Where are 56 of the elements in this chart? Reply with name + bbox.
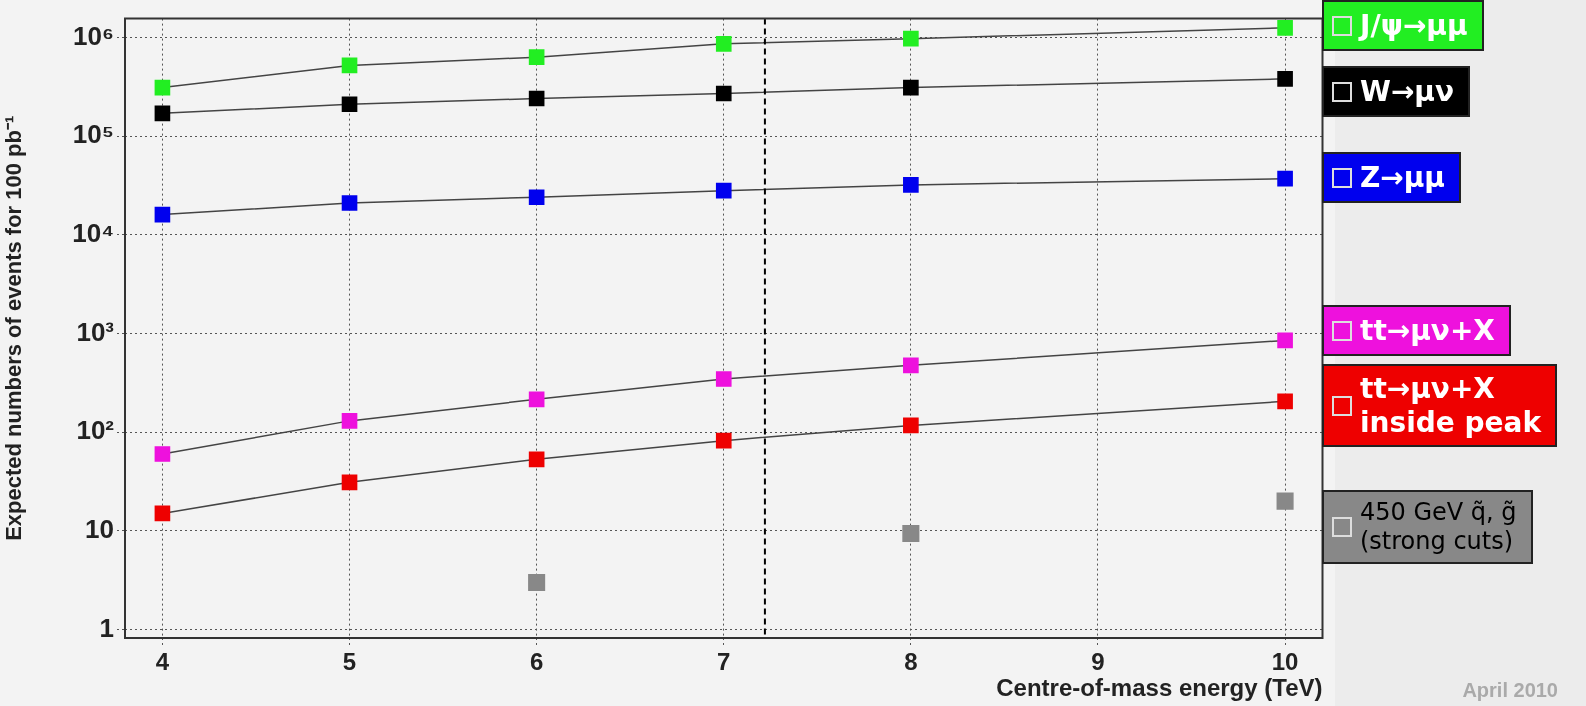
point — [528, 391, 545, 408]
point — [1277, 170, 1293, 187]
y-axis-title: Expected numbers of events for 100 pb⁻¹ — [1, 115, 27, 541]
legend-label: tt→μν+X — [1360, 314, 1495, 348]
point — [902, 524, 920, 542]
x-tick-label: 10 — [1271, 648, 1299, 676]
point — [1277, 393, 1293, 410]
point — [154, 505, 171, 522]
point — [903, 357, 919, 374]
point — [715, 182, 732, 199]
y-tick-label: 10⁴ — [72, 217, 114, 248]
y-tick-label: 10 — [85, 513, 114, 544]
legend-label: W→μν — [1360, 75, 1455, 109]
y-tick-label: 10³ — [76, 316, 115, 347]
point — [154, 446, 171, 462]
text: April 2010 — [1462, 679, 1558, 702]
point — [1277, 20, 1293, 36]
legend-label: tt→μν+X inside peak — [1360, 372, 1542, 440]
point — [715, 432, 732, 449]
x-tick-label: 8 — [904, 648, 918, 676]
x-tick-label: 6 — [529, 648, 544, 676]
point — [528, 451, 545, 468]
x-tick-label: 4 — [155, 648, 170, 676]
point — [903, 79, 919, 96]
point — [154, 206, 171, 223]
x-axis-title: Centre-of-mass energy (TeV) — [996, 674, 1323, 702]
point — [528, 573, 546, 591]
point — [341, 474, 358, 491]
x-tick-label: 5 — [342, 648, 357, 676]
point — [154, 105, 171, 122]
point — [715, 85, 732, 102]
point — [903, 30, 919, 47]
x-tick-label: 9 — [1091, 648, 1105, 676]
point — [154, 79, 171, 96]
point — [528, 49, 545, 66]
point — [715, 36, 732, 52]
point — [715, 371, 732, 387]
point — [528, 90, 545, 107]
y-tick-label: 10⁵ — [72, 119, 114, 150]
point — [1277, 332, 1293, 349]
x-tick-label: 7 — [717, 648, 731, 676]
y-tick-label: 10⁶ — [73, 20, 114, 51]
point — [1277, 71, 1293, 87]
point — [341, 57, 358, 74]
y-tick-label: 1 — [99, 612, 114, 643]
y-tick-label: 10² — [76, 415, 115, 446]
legend-label: J/ψ→μμ — [1360, 9, 1468, 43]
legend-label: Z→μμ — [1360, 161, 1445, 195]
point — [1276, 492, 1294, 510]
point — [341, 96, 358, 113]
legend-label: 450 GeV q̃, g̃ (strong cuts) — [1360, 498, 1517, 556]
point — [341, 195, 358, 211]
point — [903, 417, 919, 434]
point — [903, 177, 919, 193]
point — [341, 413, 358, 429]
point — [528, 189, 545, 206]
